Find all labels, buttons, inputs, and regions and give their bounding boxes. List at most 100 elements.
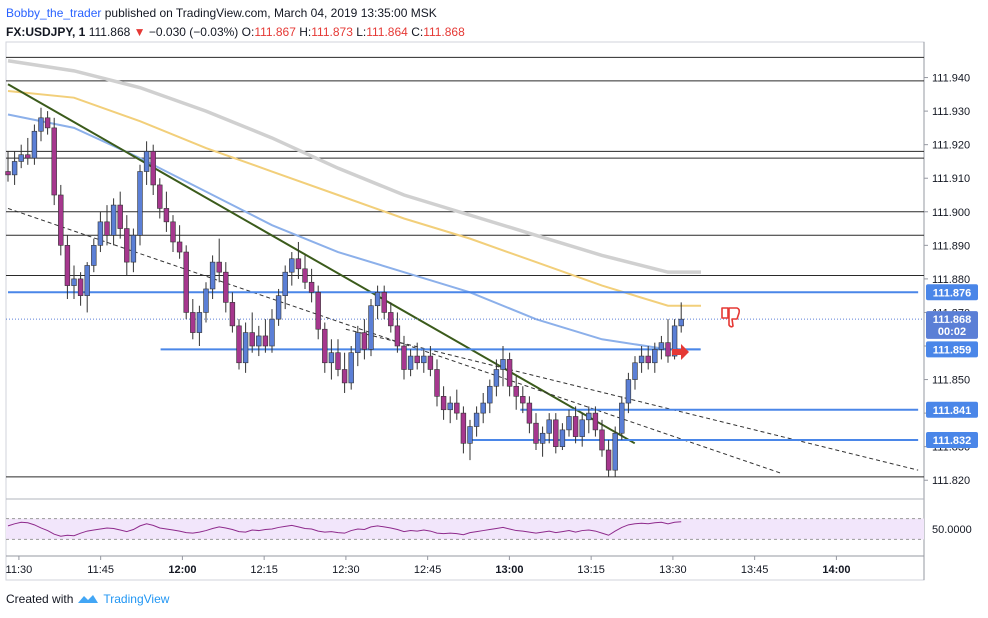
open-label: O:	[241, 25, 255, 39]
candle	[91, 238, 97, 273]
candle-body	[559, 429, 566, 447]
candle-body	[335, 352, 341, 370]
candle	[190, 299, 196, 340]
time-tick-label: 11:45	[87, 564, 114, 576]
price-tag-bg	[926, 401, 978, 418]
author-link[interactable]: Bobby_the_trader	[6, 6, 102, 20]
solid-trendline	[7, 83, 636, 445]
candle-body	[236, 325, 242, 364]
price-tag: 111.876	[926, 284, 978, 301]
candle	[434, 359, 440, 407]
thumbs-down-icon	[721, 307, 741, 328]
candle-body	[5, 171, 11, 176]
publish-line: Bobby_the_trader published on TradingVie…	[6, 4, 465, 23]
low-value: 111.864	[366, 25, 408, 39]
price-tag: 00:02	[926, 322, 978, 339]
price-tag-label: 111.841	[933, 405, 972, 417]
candle	[38, 107, 44, 142]
candle-body	[143, 151, 150, 172]
candle	[645, 346, 651, 370]
rsi-value-label: 50.0000	[932, 524, 972, 536]
tradingview-link[interactable]: TradingView	[103, 592, 170, 606]
candle-body	[209, 261, 216, 290]
candle-body	[11, 161, 18, 176]
candle-body	[467, 426, 473, 444]
candle	[586, 406, 592, 434]
candle	[500, 346, 506, 387]
candle-body	[520, 396, 526, 404]
candle-body	[533, 422, 539, 444]
candle-body	[434, 369, 440, 397]
candle-body	[203, 288, 209, 313]
publish-info: published on TradingView.com, March 04, …	[104, 6, 437, 20]
candle	[335, 339, 341, 377]
candle	[414, 342, 420, 370]
candle	[18, 144, 24, 169]
candle	[249, 312, 255, 353]
candle-body	[64, 245, 71, 286]
candle	[592, 406, 599, 437]
candle-body	[176, 241, 183, 253]
candle-body	[632, 362, 638, 380]
candle	[130, 228, 137, 273]
rsi-band	[6, 518, 924, 540]
candle-body	[553, 419, 559, 447]
candle-body	[579, 419, 585, 437]
candle-body	[374, 292, 381, 307]
footer: Created with TradingView	[6, 592, 169, 606]
candle	[77, 272, 84, 306]
candle	[183, 245, 189, 320]
candle	[678, 302, 684, 333]
candle	[308, 268, 315, 303]
price-tag: 111.859	[926, 341, 978, 358]
candle	[355, 325, 361, 367]
candle-body	[645, 355, 651, 364]
candle-body	[289, 258, 295, 273]
candle	[157, 178, 163, 219]
candle	[625, 372, 632, 414]
price-tick-label: 111.820	[932, 475, 970, 487]
candle	[236, 319, 242, 370]
candle	[58, 184, 64, 256]
candle	[163, 191, 170, 232]
candle	[51, 117, 57, 206]
candle-body	[625, 379, 632, 404]
price-tag: 111.841	[926, 401, 978, 418]
candle-body	[77, 278, 84, 296]
candle-body	[196, 312, 203, 333]
candle-body	[599, 429, 605, 451]
high-value: 111.873	[311, 25, 353, 39]
candle-body	[572, 416, 579, 437]
candle	[84, 262, 90, 313]
red-arrow-icon	[672, 344, 689, 360]
time-axis: 11:30 11:45 12:00 12:15 12:30 12:45 13:00 13:15…	[6, 556, 850, 576]
candle	[447, 396, 453, 424]
candle	[473, 406, 480, 437]
candle	[440, 386, 447, 420]
candle-body	[295, 258, 302, 270]
candle	[295, 241, 302, 279]
candle	[632, 356, 638, 390]
candle	[203, 282, 209, 323]
open-value: 111.867	[254, 25, 296, 39]
candle-body	[506, 359, 513, 387]
candle	[368, 299, 374, 357]
support-resistance-levels	[6, 291, 924, 441]
candle-body	[269, 318, 275, 347]
horizontal-lines	[6, 56, 924, 478]
candle-body	[163, 208, 170, 223]
created-with-text: Created with	[6, 592, 74, 606]
change-down-arrow-icon: ▼	[133, 25, 146, 39]
candle-body	[460, 412, 467, 444]
candle-body	[612, 432, 618, 471]
candle-body	[566, 416, 572, 431]
candle	[229, 292, 236, 333]
candle	[566, 409, 572, 437]
candle-body	[480, 402, 486, 414]
time-tick-label: 13:30	[659, 564, 687, 576]
candle	[526, 396, 533, 434]
candle	[64, 235, 71, 300]
candle	[401, 335, 407, 380]
candle	[104, 205, 110, 246]
